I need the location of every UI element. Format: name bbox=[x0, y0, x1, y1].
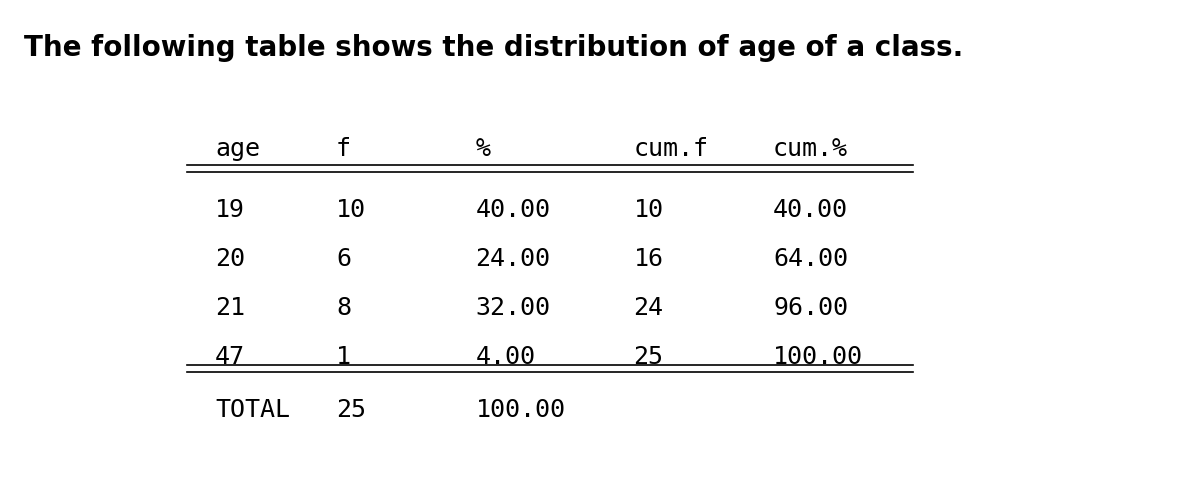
Text: TOTAL: TOTAL bbox=[215, 398, 290, 422]
Text: 24.00: 24.00 bbox=[475, 247, 551, 271]
Text: 4.00: 4.00 bbox=[475, 345, 535, 369]
Text: cum.%: cum.% bbox=[773, 137, 848, 161]
Text: 25: 25 bbox=[336, 398, 366, 422]
Text: 100.00: 100.00 bbox=[773, 345, 863, 369]
Text: 64.00: 64.00 bbox=[773, 247, 848, 271]
Text: 32.00: 32.00 bbox=[475, 296, 551, 320]
Text: 1: 1 bbox=[336, 345, 352, 369]
Text: 40.00: 40.00 bbox=[475, 198, 551, 221]
Text: 47: 47 bbox=[215, 345, 245, 369]
Text: cum.f: cum.f bbox=[634, 137, 708, 161]
Text: 40.00: 40.00 bbox=[773, 198, 848, 221]
Text: 96.00: 96.00 bbox=[773, 296, 848, 320]
Text: 25: 25 bbox=[634, 345, 664, 369]
Text: The following table shows the distribution of age of a class.: The following table shows the distributi… bbox=[24, 34, 964, 62]
Text: %: % bbox=[475, 137, 491, 161]
Text: 24: 24 bbox=[634, 296, 664, 320]
Text: 19: 19 bbox=[215, 198, 245, 221]
Text: 10: 10 bbox=[634, 198, 664, 221]
Text: 6: 6 bbox=[336, 247, 352, 271]
Text: 8: 8 bbox=[336, 296, 352, 320]
Text: 16: 16 bbox=[634, 247, 664, 271]
Text: age: age bbox=[215, 137, 260, 161]
Text: 10: 10 bbox=[336, 198, 366, 221]
Text: 21: 21 bbox=[215, 296, 245, 320]
Text: 100.00: 100.00 bbox=[475, 398, 565, 422]
Text: 20: 20 bbox=[215, 247, 245, 271]
Text: f: f bbox=[336, 137, 352, 161]
